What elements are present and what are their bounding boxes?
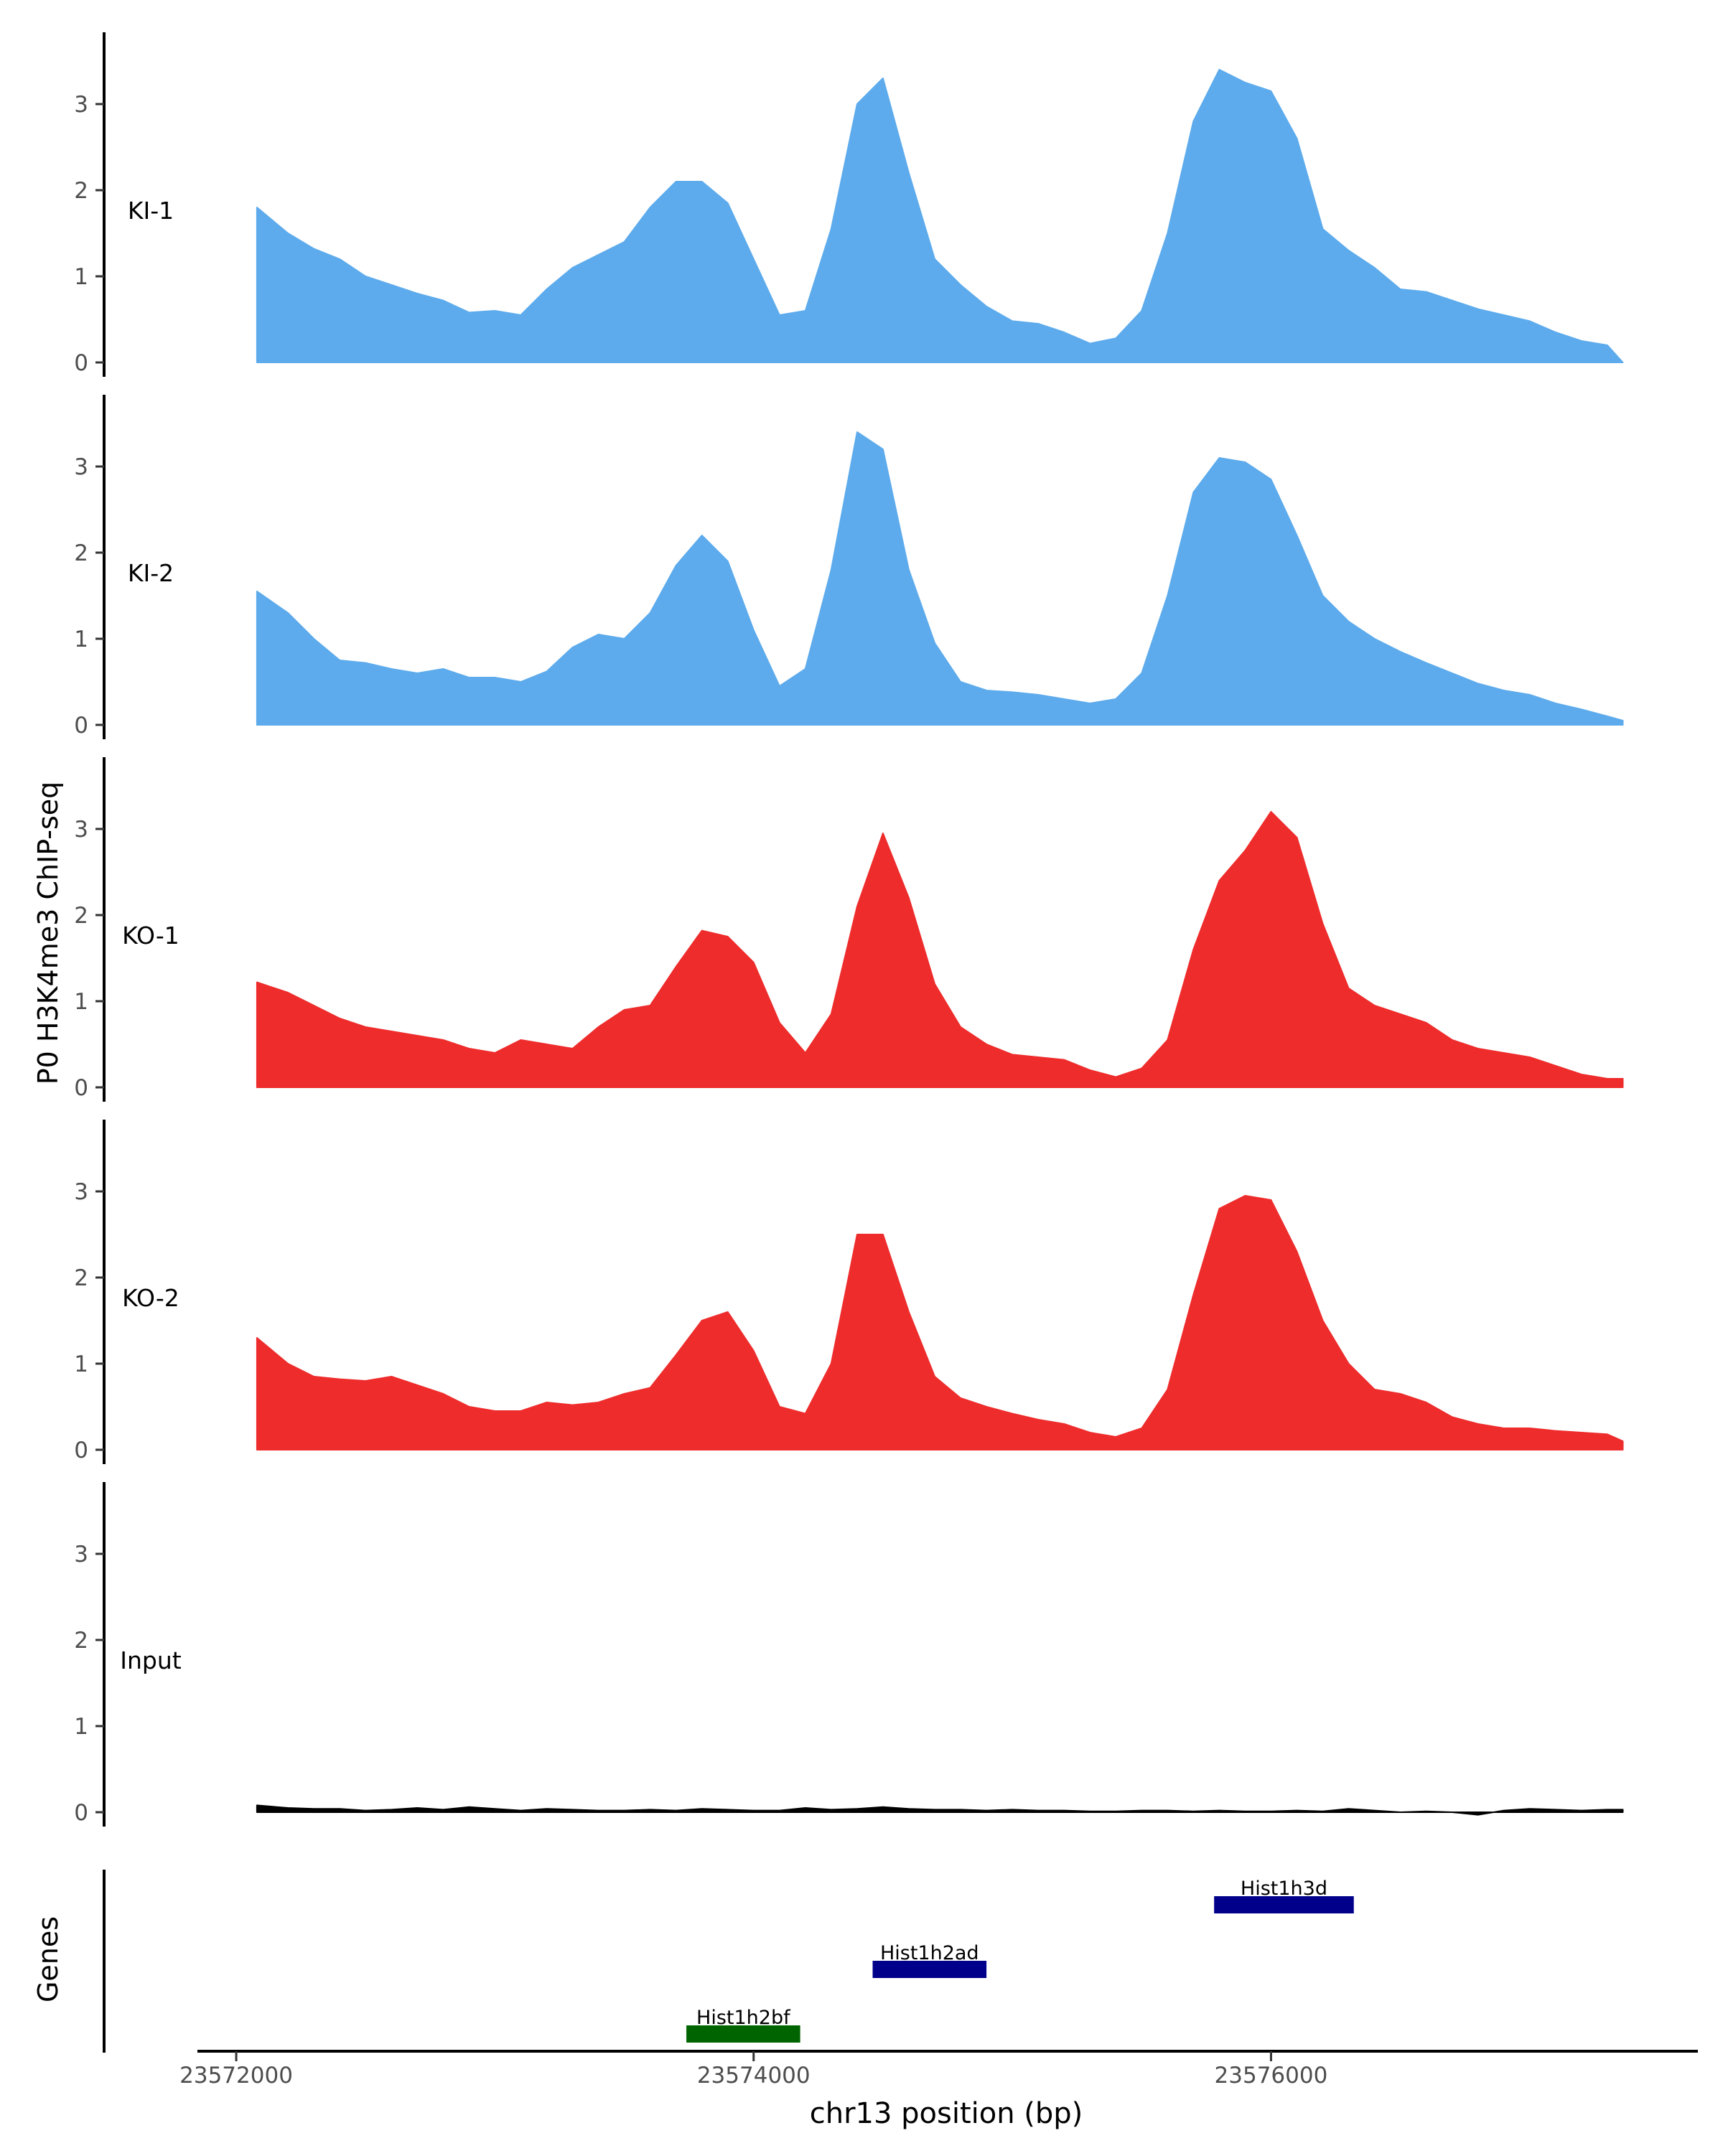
gene-body [872, 1961, 987, 1978]
x-tick-label: 23572000 [179, 2063, 293, 2089]
track-ko-1: 0 1 2 3 KO-1 [74, 757, 1624, 1102]
gene-hist1h2ad: Hist1h2ad [872, 1942, 987, 1978]
coverage-area [256, 431, 1624, 726]
strand-arrow [738, 2027, 749, 2041]
genes-panel: 23572000 23574000 23576000 Hist1h2bf Hist1h2… [103, 1870, 1698, 2089]
strand-arrow [1279, 1898, 1289, 1912]
gene-label: Hist1h3d [1241, 1878, 1327, 1900]
y-tick-label: 3 [74, 92, 88, 118]
track-label: KI-2 [128, 559, 174, 587]
y-tick-label: 2 [74, 903, 88, 929]
y-axis-label: P0 H3K4me3 ChIP-seq [32, 782, 64, 1085]
y-tick-label: 2 [74, 1628, 88, 1654]
y-tick-label: 2 [74, 178, 88, 204]
x-tick-label: 23576000 [1215, 2063, 1328, 2089]
y-tick-label: 1 [74, 1714, 88, 1740]
y-tick-label: 3 [74, 1179, 88, 1205]
y-tick-label: 3 [74, 817, 88, 843]
y-tick-label: 0 [74, 350, 88, 376]
x-axis-label: chr13 position (bp) [810, 2097, 1083, 2130]
y-tick-label: 2 [74, 1265, 88, 1291]
strand-arrow [1342, 1898, 1352, 1912]
track-ko-2: 0 1 2 3 KO-2 [74, 1120, 1624, 1464]
strand-arrow [1216, 1898, 1227, 1912]
y-tick-label: 3 [74, 454, 88, 480]
strand-arrow [688, 2027, 699, 2041]
gene-hist1h3d: Hist1h3d [1214, 1878, 1354, 1913]
gene-hist1h2bf: Hist1h2bf [686, 2007, 800, 2043]
coverage-area [256, 69, 1624, 363]
gene-body [686, 2025, 800, 2043]
y-tick-label: 1 [74, 264, 88, 290]
y-tick-label: 3 [74, 1542, 88, 1567]
strand-arrow [788, 2027, 798, 2041]
track-label: KO-2 [122, 1284, 179, 1312]
y-tick-label: 1 [74, 989, 88, 1015]
x-tick-label: 23574000 [697, 2063, 811, 2089]
y-tick-label: 0 [74, 713, 88, 739]
coverage-area [256, 811, 1624, 1088]
track-ki-2: 0 1 2 3 KI-2 [74, 395, 1624, 739]
coverage-tracks: 0 1 2 3 KI-1 0 1 2 3 KI-2 0 1 2 3 KO-1 0 1 2 3 KO-2 0 1 2 3 Inpu… [74, 32, 1624, 1827]
gene-label: Hist1h2bf [696, 2007, 791, 2029]
track-ki-1: 0 1 2 3 KI-1 [74, 32, 1624, 377]
coverage-area [256, 1195, 1624, 1450]
y-tick-label: 0 [74, 1800, 88, 1826]
track-label: Input [120, 1646, 182, 1674]
gene-label: Hist1h2ad [880, 1942, 979, 1964]
track-input: 0 1 2 3 Input [74, 1482, 1624, 1827]
gene-body [1214, 1896, 1354, 1913]
strand-arrow [875, 1962, 885, 1977]
coverage-area [256, 1804, 1624, 1816]
y-tick-label: 1 [74, 1351, 88, 1377]
track-label: KO-1 [122, 922, 179, 950]
y-tick-label: 0 [74, 1075, 88, 1101]
y-tick-label: 0 [74, 1438, 88, 1463]
strand-arrow [974, 1962, 984, 1977]
y-tick-label: 2 [74, 540, 88, 566]
track-label: KI-1 [128, 197, 174, 225]
genes-axis-label: Genes [32, 1916, 64, 2002]
y-tick-label: 1 [74, 627, 88, 652]
strand-arrow [925, 1962, 935, 1977]
